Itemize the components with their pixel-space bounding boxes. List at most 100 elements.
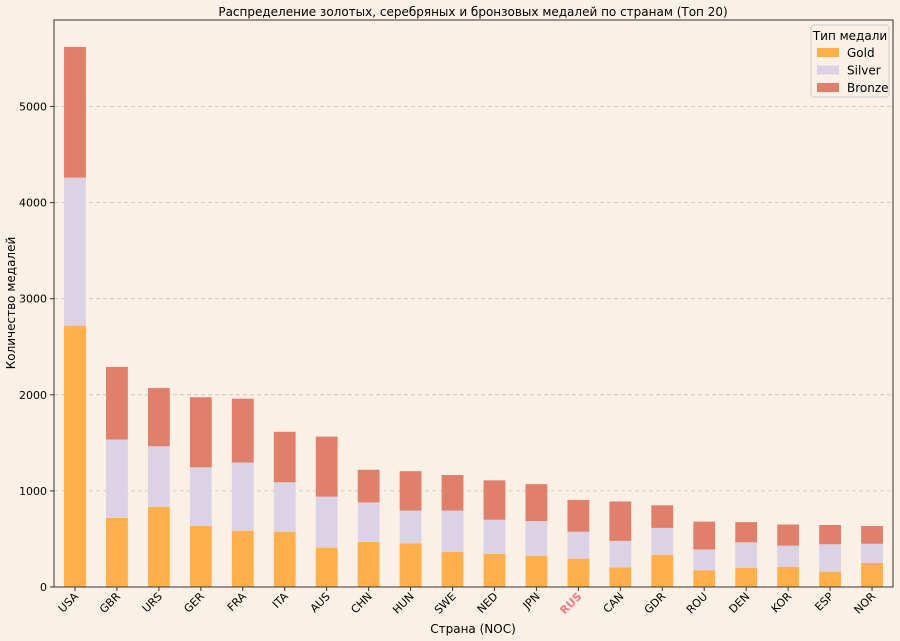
bar-silver-den xyxy=(735,542,758,568)
x-tick-label: AUS xyxy=(308,590,333,615)
bar-bronze-gbr xyxy=(106,366,128,440)
legend-title: Тип медали xyxy=(812,29,887,43)
x-tick-label: KOR xyxy=(769,590,795,616)
bar-silver-swe xyxy=(441,510,464,552)
y-tick-label: 5000 xyxy=(19,100,47,113)
bar-bronze-rus xyxy=(567,500,590,532)
bar-silver-usa xyxy=(64,177,86,326)
bar-silver-rou xyxy=(693,549,716,571)
bar-bronze-fra xyxy=(231,398,254,463)
bar-gold-ned xyxy=(483,553,506,587)
x-tick-label: GER xyxy=(181,590,207,616)
x-tick-label: JPN xyxy=(520,590,543,613)
bar-bronze-aus xyxy=(315,436,338,497)
legend-label-gold: Gold xyxy=(847,46,875,60)
bar-silver-can xyxy=(609,540,632,568)
bar-gold-nor xyxy=(861,562,883,587)
legend-swatch-bronze xyxy=(817,83,839,92)
y-axis-label: Количество медалей xyxy=(4,237,18,370)
bar-gold-jpn xyxy=(525,555,548,587)
x-tick-label: SWE xyxy=(432,590,459,617)
bar-bronze-urs xyxy=(147,388,170,447)
x-tick-label: ESP xyxy=(812,590,836,614)
bar-silver-urs xyxy=(147,446,170,507)
legend: Тип медали Gold Silver Bronze xyxy=(810,24,890,98)
bar-silver-ned xyxy=(483,519,506,554)
bar-silver-jpn xyxy=(525,521,548,556)
bar-silver-ita xyxy=(273,482,296,532)
plot-frame xyxy=(53,19,894,588)
bar-gold-urs xyxy=(147,506,170,587)
bar-bronze-swe xyxy=(441,475,464,511)
bar-silver-hun xyxy=(399,510,422,544)
bar-silver-aus xyxy=(315,496,338,548)
bar-bronze-ned xyxy=(483,480,506,520)
bar-bronze-den xyxy=(735,522,758,543)
bar-bronze-esp xyxy=(819,525,841,545)
x-tick-label: NOR xyxy=(852,590,879,617)
y-tick-label: 0 xyxy=(40,581,47,594)
x-tick-label: RUS xyxy=(557,590,584,617)
bar-gold-gdr xyxy=(651,554,674,587)
bar-bronze-hun xyxy=(399,471,422,511)
bar-gold-den xyxy=(735,567,758,587)
legend-box xyxy=(810,24,890,98)
bar-silver-gbr xyxy=(106,439,128,518)
bar-gold-ger xyxy=(189,525,212,587)
bar-gold-hun xyxy=(399,543,422,587)
bar-gold-aus xyxy=(315,547,338,587)
legend-label-bronze: Bronze xyxy=(847,81,889,95)
bar-gold-kor xyxy=(777,566,800,587)
gridlines xyxy=(54,106,893,492)
bar-gold-can xyxy=(609,567,632,587)
bar-gold-ita xyxy=(273,531,296,587)
bar-gold-gbr xyxy=(106,517,128,587)
bars xyxy=(64,46,883,587)
x-tick-label: HUN xyxy=(390,590,417,617)
legend-swatch-silver xyxy=(817,65,839,75)
x-tick-label: URS xyxy=(140,590,165,615)
bar-bronze-can xyxy=(609,501,632,541)
bar-silver-fra xyxy=(231,462,254,531)
y-tick-label: 4000 xyxy=(19,197,47,210)
bar-silver-esp xyxy=(819,544,841,572)
y-tick-label: 3000 xyxy=(19,293,47,306)
bar-gold-chn xyxy=(357,541,380,587)
bar-bronze-chn xyxy=(357,469,380,503)
legend-label-silver: Silver xyxy=(847,64,881,78)
bar-gold-rou xyxy=(693,570,716,587)
bar-silver-kor xyxy=(777,545,800,567)
x-tick-label: NED xyxy=(475,590,501,616)
bar-bronze-kor xyxy=(777,524,800,546)
x-tick-label: CHN xyxy=(348,590,374,616)
bar-bronze-ger xyxy=(189,397,212,468)
bar-silver-ger xyxy=(189,467,212,526)
bar-bronze-ita xyxy=(273,431,296,483)
bar-gold-rus xyxy=(567,558,590,587)
bar-bronze-rou xyxy=(693,521,716,550)
bar-silver-gdr xyxy=(651,527,674,555)
bar-gold-esp xyxy=(819,571,841,587)
chart-title: Распределение золотых, серебряных и брон… xyxy=(218,5,727,19)
bar-silver-nor xyxy=(861,543,883,563)
x-tick-label: GDR xyxy=(642,590,669,617)
legend-swatch-gold xyxy=(817,48,839,57)
bar-bronze-jpn xyxy=(525,484,548,522)
bar-gold-usa xyxy=(64,325,86,587)
x-tick-label: FRA xyxy=(225,590,249,614)
y-tick-label: 1000 xyxy=(19,485,47,498)
x-tick-label: GBR xyxy=(97,590,123,616)
bar-silver-rus xyxy=(567,531,590,559)
bar-silver-chn xyxy=(357,502,380,542)
bar-bronze-gdr xyxy=(651,505,674,528)
bar-gold-swe xyxy=(441,551,464,587)
x-axis-label: Страна (NOC) xyxy=(430,622,516,636)
y-tick-label: 2000 xyxy=(19,389,47,402)
y-axis: 0 1000 2000 3000 4000 5000 xyxy=(19,100,54,594)
bar-bronze-nor xyxy=(861,525,883,544)
x-tick-label: CAN xyxy=(601,590,627,616)
x-tick-label: ITA xyxy=(270,590,291,611)
bar-gold-fra xyxy=(231,530,254,587)
x-tick-label: ROU xyxy=(684,590,710,616)
x-axis: USA GBR URS GER FRA ITA AUS CHN HUN SWE NED JPN RUS C… xyxy=(56,587,879,617)
